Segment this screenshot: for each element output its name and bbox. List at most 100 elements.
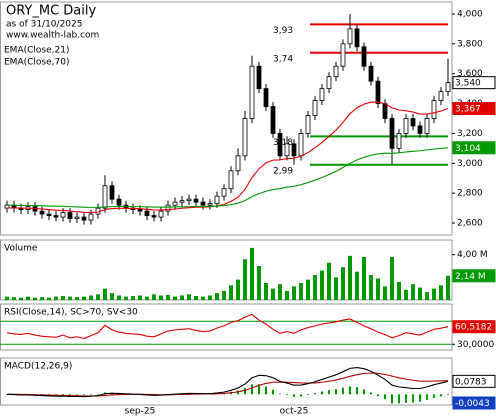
- candle-body: [151, 215, 157, 218]
- candle-body: [319, 88, 325, 101]
- volume-bar: [194, 296, 198, 300]
- volume-bar: [390, 256, 394, 300]
- panel-title: RSI(Close,14), SC>70, SV<30: [4, 308, 138, 318]
- volume-bar: [26, 296, 30, 300]
- legend-entry: EMA(Close,21): [4, 46, 69, 56]
- histogram-bar: [349, 386, 351, 395]
- volume-bar: [306, 279, 310, 300]
- volume-bar: [159, 295, 163, 300]
- volume-bar: [278, 284, 282, 300]
- candle-body: [270, 106, 276, 134]
- volume-bar: [264, 283, 268, 300]
- value-box: [452, 76, 496, 90]
- histogram-bar: [314, 393, 316, 395]
- volume-bar: [397, 281, 401, 300]
- candle-body: [81, 216, 87, 221]
- candle-body: [214, 195, 220, 205]
- candle-body: [60, 212, 66, 218]
- candle-body: [193, 198, 199, 203]
- candle-body: [207, 203, 213, 206]
- histogram-bar: [356, 387, 358, 395]
- volume-bar: [117, 295, 121, 300]
- histogram-bar: [370, 392, 372, 395]
- volume-bar: [47, 297, 51, 300]
- panel-title: Volume: [4, 244, 38, 254]
- value-label: -0,0043: [455, 399, 490, 409]
- candle-body: [312, 100, 318, 116]
- histogram-bar: [419, 394, 421, 402]
- histogram-bar: [279, 393, 281, 395]
- histogram-bar: [272, 389, 274, 395]
- candle-body: [298, 133, 304, 157]
- histogram-bar: [328, 390, 330, 395]
- panel-border: [0, 239, 453, 301]
- level-label: 3,93: [273, 26, 293, 36]
- histogram-bar: [293, 394, 295, 397]
- candle-body: [263, 88, 269, 107]
- candle-body: [179, 200, 185, 203]
- candle-body: [88, 213, 94, 221]
- volume-bar: [236, 279, 240, 300]
- candle-body: [382, 103, 388, 119]
- candle-body: [368, 65, 374, 82]
- candle-body: [256, 65, 262, 90]
- volume-bar: [411, 284, 415, 300]
- candle-body: [242, 118, 248, 157]
- histogram-bar: [426, 394, 428, 400]
- candle-body: [375, 80, 381, 104]
- panel-border: [0, 357, 453, 406]
- candle-body: [361, 46, 367, 67]
- volume-bar: [61, 296, 65, 300]
- histogram-bar: [342, 387, 344, 395]
- histogram-bar: [97, 393, 99, 395]
- chart-title: ORY_MC Daily: [6, 4, 97, 19]
- histogram-bar: [90, 394, 92, 395]
- volume-bar: [12, 297, 16, 300]
- value-box: [452, 320, 496, 334]
- candle-body: [326, 76, 332, 90]
- volume-bar: [299, 283, 303, 300]
- candle-body: [228, 170, 234, 190]
- value-box: [452, 374, 496, 388]
- volume-bar: [348, 255, 352, 300]
- level-label: 3,74: [273, 54, 293, 64]
- value-label: 0,0783: [455, 377, 487, 387]
- volume-bar: [96, 294, 100, 300]
- histogram-bar: [363, 389, 365, 395]
- volume-bar: [439, 285, 443, 300]
- y-tick-label: 4,000: [457, 9, 483, 19]
- volume-bar: [432, 288, 436, 300]
- candle-body: [424, 118, 430, 134]
- x-tick-label: sep-25: [125, 407, 156, 417]
- histogram-bar: [300, 394, 302, 397]
- histogram-bar: [335, 389, 337, 395]
- volume-bar: [285, 290, 289, 300]
- volume-bar: [124, 296, 128, 300]
- histogram-bar: [391, 394, 393, 404]
- candle-body: [277, 133, 283, 157]
- candle-body: [46, 213, 52, 216]
- candle-body: [291, 143, 297, 157]
- candle-body: [74, 216, 80, 219]
- candle-body: [109, 185, 115, 200]
- histogram-bar: [377, 394, 379, 397]
- volume-bar: [173, 296, 177, 300]
- candle-body: [284, 143, 290, 157]
- histogram-bar: [286, 394, 288, 396]
- histogram-bar: [244, 388, 246, 395]
- volume-bar: [362, 256, 366, 300]
- candle-body: [354, 28, 360, 48]
- histogram-bar: [384, 394, 386, 400]
- y-tick-label: 2,800: [457, 189, 483, 199]
- value-label: 2,14 M: [455, 272, 486, 282]
- candle-body: [116, 198, 122, 206]
- volume-bar: [320, 270, 324, 300]
- volume-bar: [89, 295, 93, 300]
- panel-border: [0, 303, 453, 351]
- volume-bar: [68, 296, 72, 300]
- volume-bar: [54, 296, 58, 300]
- candle-body: [165, 204, 171, 212]
- candle-body: [340, 43, 346, 67]
- volume-bar: [334, 277, 338, 300]
